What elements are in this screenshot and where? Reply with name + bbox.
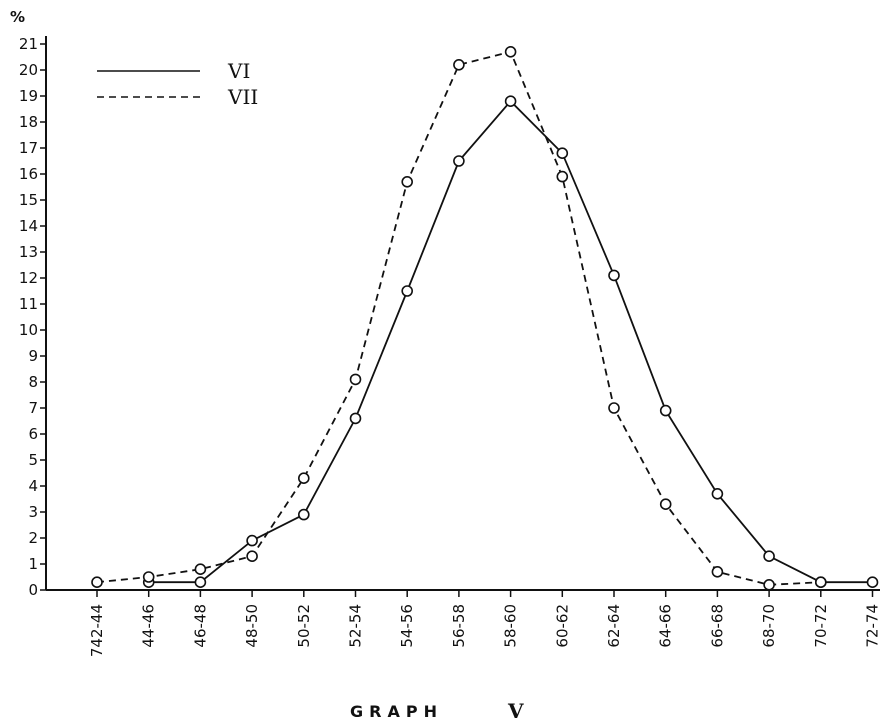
y-tick-label: 10 — [19, 321, 38, 339]
data-point — [194, 576, 207, 589]
x-tick-label: 66-68 — [708, 604, 726, 648]
series — [91, 45, 879, 591]
x-tick-label: 50-52 — [295, 604, 313, 648]
x-tick-label: 58-60 — [502, 604, 520, 648]
data-point — [814, 576, 827, 589]
data-point — [763, 578, 775, 591]
data-point — [608, 402, 620, 414]
y-tick-label: 5 — [28, 451, 38, 469]
legend-label-vi: VI — [227, 59, 250, 83]
x-tick-label: 70-72 — [812, 604, 830, 648]
data-point — [711, 487, 724, 500]
data-point — [556, 147, 569, 159]
data-point — [349, 373, 362, 386]
graph-caption-word: GRAPH — [350, 702, 443, 721]
data-point — [297, 472, 310, 485]
data-point — [504, 95, 517, 107]
y-tick-label: 1 — [28, 555, 38, 573]
x-tick-label: 72-74 — [864, 604, 882, 648]
x-tick-label: 64-66 — [657, 604, 675, 648]
y-tick-label: 16 — [19, 165, 38, 183]
y-tick-label: 0 — [28, 581, 38, 599]
x-tick-label: 62-64 — [605, 604, 623, 648]
data-point — [349, 412, 362, 425]
x-tick-label: 52-54 — [347, 604, 365, 648]
data-point — [246, 534, 258, 547]
x-tick-label: 44-46 — [140, 604, 158, 648]
y-tick-label: 12 — [19, 269, 38, 287]
y-tick-label: 8 — [28, 373, 38, 391]
y-tick-label: 14 — [19, 217, 38, 235]
series-line-vi — [148, 99, 873, 584]
data-point — [194, 563, 207, 576]
y-tick-label: 11 — [19, 295, 38, 313]
graph-caption-numeral: V — [507, 699, 524, 723]
data-point — [763, 550, 775, 563]
data-point — [453, 59, 465, 71]
data-point — [401, 176, 414, 188]
x-tick-label: 46-48 — [191, 604, 209, 648]
x-tick-label: 60-62 — [553, 604, 571, 648]
y-tick-label: 17 — [19, 139, 38, 157]
x-ticks: 742-44 44-46 46-48 48-50 50-52 52-54 54-56 56-5… — [88, 590, 882, 657]
data-point — [401, 285, 414, 297]
data-point — [91, 576, 103, 589]
y-tick-label: 19 — [19, 87, 38, 105]
y-tick-label: 4 — [28, 477, 38, 495]
x-tick-label: 54-56 — [398, 604, 416, 648]
y-tick-label: 21 — [19, 35, 38, 53]
y-tick-label: 18 — [19, 113, 38, 131]
axes — [45, 36, 880, 591]
y-tick-label: 2 — [28, 529, 38, 547]
series-line-vii — [96, 50, 821, 586]
legend-label-vii: VII — [227, 85, 258, 109]
x-tick-label: 56-58 — [450, 604, 468, 648]
data-point — [659, 404, 672, 417]
data-point — [142, 571, 155, 583]
y-tick-label: 9 — [28, 347, 38, 365]
y-tick-label: 13 — [19, 243, 38, 261]
data-point — [659, 498, 672, 511]
data-point — [556, 170, 569, 183]
y-axis-label: % — [10, 8, 25, 26]
x-tick-label: 68-70 — [760, 604, 778, 648]
y-tick-label: 7 — [28, 399, 38, 417]
x-tick-label: 742-44 — [88, 604, 106, 657]
y-tick-label: 20 — [19, 61, 38, 79]
y-tick-label: 15 — [19, 191, 38, 209]
y-tick-label: 6 — [28, 425, 38, 443]
data-point — [608, 269, 620, 282]
data-point — [297, 508, 310, 521]
data-point — [453, 155, 465, 167]
data-point — [246, 550, 258, 563]
x-tick-label: 48-50 — [243, 604, 261, 648]
data-point — [711, 565, 724, 578]
data-point — [504, 45, 517, 58]
y-tick-label: 3 — [28, 503, 38, 521]
data-point — [866, 576, 879, 589]
